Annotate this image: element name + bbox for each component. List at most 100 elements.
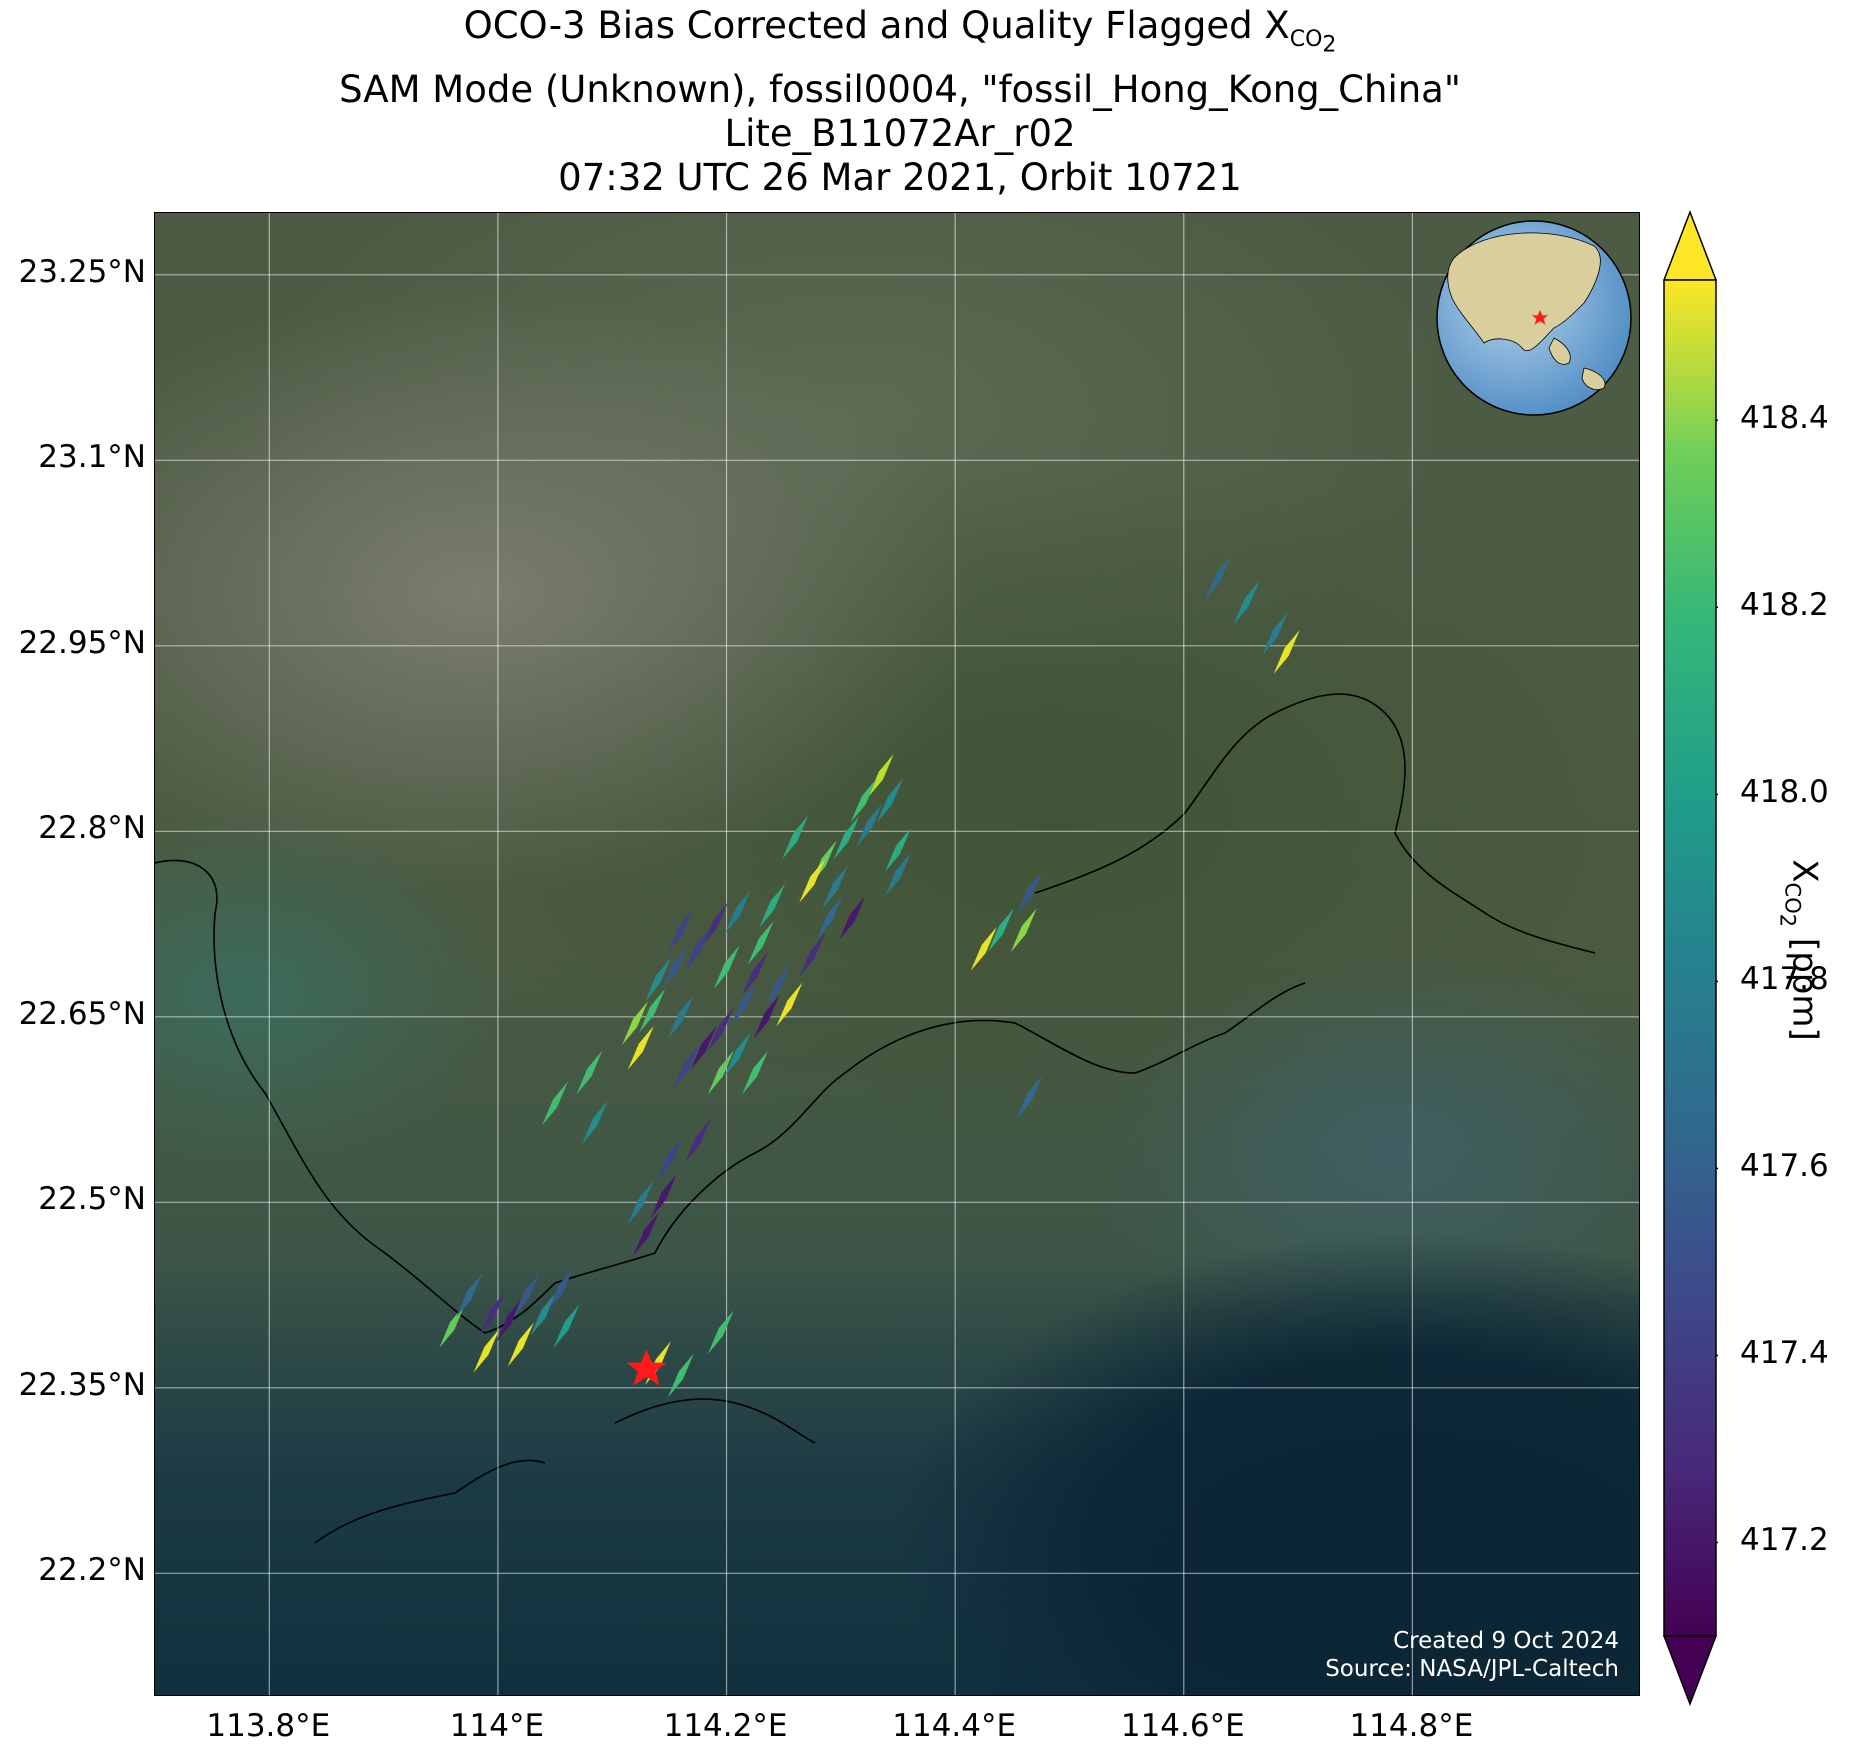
title-line-3: Lite_B11072Ar_r02 — [724, 111, 1076, 155]
coastline-shenzhen-bay — [554, 1072, 846, 1284]
title-line-2: SAM Mode (Unknown), fossil0004, "fossil_… — [339, 67, 1461, 111]
sounding-footprint — [622, 1001, 649, 1046]
sounding-footprint — [856, 803, 883, 848]
colorbar-tick-label: 417.2 — [1740, 1522, 1829, 1559]
sounding-footprint — [1016, 1075, 1043, 1120]
colorbar-tick-label: 417.8 — [1740, 961, 1829, 998]
colorbar — [1662, 210, 1718, 1706]
sounding-footprint — [667, 1353, 694, 1398]
y-tick-label: 22.8°N — [38, 810, 146, 847]
map-plot-area[interactable]: Created 9 Oct 2024 Source: NASA/JPL-Calt… — [154, 212, 1640, 1696]
sounding-footprint — [730, 982, 757, 1027]
sounding-footprint — [1273, 630, 1300, 675]
coastline-pearl-river-east — [155, 859, 556, 1334]
sounding-footprint — [759, 883, 786, 928]
sounding-footprint — [747, 920, 774, 965]
x-tick-label: 113.8°E — [206, 1708, 331, 1744]
sounding-footprint — [742, 951, 769, 996]
sounding-footprint — [662, 945, 689, 990]
y-tick-label: 22.35°N — [18, 1366, 146, 1403]
sounding-footprint — [764, 963, 791, 1008]
sounding-footprint — [702, 902, 729, 947]
sounding-footprint — [885, 827, 911, 872]
coastlines — [155, 693, 1596, 1544]
sounding-footprint — [885, 852, 911, 897]
sounding-footprint — [987, 908, 1014, 953]
colorbar-gradient — [1663, 279, 1717, 1637]
colorbar-tick-label: 418.4 — [1740, 400, 1829, 437]
sounding-footprint — [799, 858, 826, 903]
sounding-footprint — [816, 895, 843, 940]
sounding-footprint — [867, 753, 894, 798]
globe-islands-land — [1548, 337, 1606, 391]
sounding-footprint — [542, 1081, 569, 1126]
sounding-footprint — [1010, 908, 1037, 953]
sounding-footprint — [850, 778, 877, 823]
sounding-footprint — [633, 1211, 660, 1256]
y-tick-label: 22.5°N — [38, 1181, 146, 1218]
sounding-footprint — [582, 1099, 609, 1144]
x-tick-label: 114.2°E — [663, 1708, 788, 1744]
sounding-footprint — [439, 1304, 466, 1348]
sounding-footprint — [496, 1297, 523, 1342]
sounding-footprint — [707, 1310, 734, 1355]
sounding-footprint — [1262, 611, 1289, 656]
x-tick-label: 114.8°E — [1349, 1708, 1474, 1744]
x-tick-label: 114.4°E — [892, 1708, 1017, 1744]
sounding-footprints — [439, 555, 1300, 1398]
y-tick-label: 22.2°N — [38, 1552, 146, 1589]
globe-star-marker — [1531, 309, 1549, 325]
sounding-footprint — [547, 1266, 574, 1311]
sounding-footprint — [627, 1025, 654, 1070]
sounding-footprint — [707, 1007, 734, 1052]
colorbar-tick-label: 418.2 — [1740, 587, 1829, 624]
sounding-footprint — [690, 1025, 717, 1070]
sounding-footprint — [667, 908, 694, 953]
coastline-hong-kong-island — [614, 1398, 816, 1444]
sounding-footprint — [639, 988, 666, 1033]
sounding-footprint — [799, 933, 826, 977]
sounding-footprint — [650, 1174, 677, 1219]
x-tick-label: 114°E — [449, 1708, 545, 1744]
colorbar-extend-max — [1662, 210, 1718, 281]
inset-globe — [1436, 220, 1632, 416]
colorbar-tick-label: 418.0 — [1740, 774, 1829, 811]
sounding-footprint — [456, 1273, 483, 1318]
sounding-footprint — [822, 864, 849, 909]
sounding-footprint — [776, 982, 803, 1027]
sounding-footprint — [724, 889, 751, 934]
sounding-footprint — [530, 1291, 557, 1336]
sounding-footprint — [473, 1328, 500, 1373]
coastline-lantau — [314, 1459, 546, 1544]
sounding-footprint — [644, 957, 671, 1002]
sounding-footprint — [970, 926, 997, 971]
sounding-footprint — [742, 1050, 769, 1095]
coastline-daya-bay — [1034, 693, 1596, 954]
title-line-1: OCO-3 Bias Corrected and Quality Flagged… — [463, 4, 1337, 58]
y-tick-label: 22.65°N — [18, 995, 146, 1032]
sounding-footprint — [673, 1044, 700, 1089]
sounding-footprint — [576, 1050, 603, 1095]
colorbar-label: XCO2 [ppm] — [1775, 859, 1825, 1041]
sounding-footprint — [656, 1137, 683, 1182]
sounding-footprint — [553, 1304, 580, 1348]
sounding-footprint — [833, 815, 860, 860]
sounding-footprint — [713, 945, 740, 990]
credits: Created 9 Oct 2024 Source: NASA/JPL-Calt… — [1325, 1627, 1619, 1683]
colorbar-tick-label: 417.6 — [1740, 1148, 1829, 1185]
sounding-footprint — [513, 1273, 540, 1318]
sounding-footprint — [724, 1031, 751, 1076]
sounding-footprint — [667, 994, 694, 1039]
sounding-footprint — [627, 1180, 654, 1225]
sounding-footprint — [1205, 555, 1232, 600]
y-tick-label: 22.95°N — [18, 624, 146, 661]
y-tick-label: 23.1°N — [38, 439, 146, 476]
sounding-footprint — [1016, 871, 1043, 916]
sounding-footprint — [839, 895, 866, 940]
gridlines — [155, 213, 1639, 1695]
created-date: Created 9 Oct 2024 — [1393, 1628, 1619, 1654]
sounding-footprint — [876, 778, 903, 823]
y-tick-label: 23.25°N — [18, 253, 146, 290]
chart-title: OCO-3 Bias Corrected and Quality Flagged… — [150, 4, 1650, 200]
target-star-marker — [626, 1349, 667, 1386]
